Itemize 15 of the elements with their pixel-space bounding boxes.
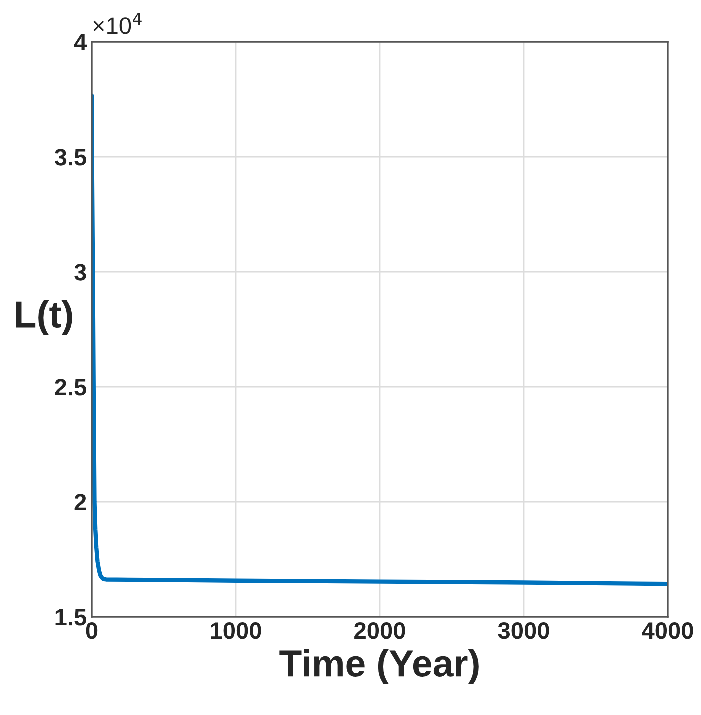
y-tick-label: 1.5 — [56, 609, 86, 626]
line-series — [92, 94, 668, 586]
y-tick-label: 2 — [74, 494, 86, 511]
x-axis-title: Time (Year) — [280, 649, 479, 684]
x-tick-label: 4000 — [642, 622, 694, 640]
y-axis-title: L(t) — [16, 300, 72, 336]
y-tick-label: 4 — [74, 34, 88, 51]
x-tick-label: 1000 — [211, 622, 262, 640]
text: ×10$^{4}$ — [94, 12, 142, 34]
x-tick-label: 2000 — [354, 622, 406, 640]
y-tick-label: 3 — [74, 264, 86, 281]
x-tick-label: 0 — [86, 622, 98, 640]
y-tick-label: 3.5 — [54, 149, 86, 166]
y-tick-label: 2.5 — [55, 379, 86, 396]
x-tick-label: 3000 — [498, 622, 550, 640]
